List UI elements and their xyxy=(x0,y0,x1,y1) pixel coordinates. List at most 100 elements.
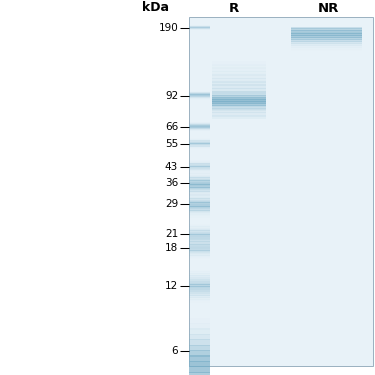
Bar xyxy=(189,258,373,261)
Bar xyxy=(189,101,373,104)
Bar xyxy=(189,241,373,244)
Bar xyxy=(291,40,362,41)
Bar xyxy=(189,193,210,195)
Bar xyxy=(212,85,266,87)
Bar xyxy=(189,277,210,279)
Bar xyxy=(212,94,266,95)
Bar xyxy=(212,81,266,83)
Bar xyxy=(212,63,266,64)
Bar xyxy=(189,122,210,123)
Bar xyxy=(189,175,210,176)
Bar xyxy=(189,139,373,142)
Bar xyxy=(189,318,210,324)
Bar xyxy=(212,96,266,97)
Bar xyxy=(291,41,362,42)
Bar xyxy=(291,48,362,49)
Bar xyxy=(212,93,266,94)
Bar xyxy=(189,239,210,241)
Bar xyxy=(189,129,210,130)
Bar xyxy=(291,39,362,40)
Bar xyxy=(189,173,210,175)
Bar xyxy=(189,174,373,177)
Bar xyxy=(291,27,362,28)
Bar xyxy=(189,159,210,160)
Bar xyxy=(189,363,373,366)
Bar xyxy=(212,91,266,93)
Bar xyxy=(212,100,266,101)
Bar xyxy=(189,238,210,240)
Bar xyxy=(189,107,373,110)
Bar xyxy=(189,93,210,94)
Bar xyxy=(189,210,210,212)
Bar xyxy=(189,195,210,197)
Bar xyxy=(189,316,373,319)
Bar xyxy=(189,145,210,146)
Bar xyxy=(189,90,373,93)
Bar xyxy=(189,267,373,270)
Bar xyxy=(212,75,266,77)
Bar xyxy=(189,84,373,87)
Bar xyxy=(212,64,266,66)
Bar xyxy=(212,102,266,104)
Bar xyxy=(189,290,373,293)
Bar xyxy=(189,138,210,139)
Bar xyxy=(291,33,362,34)
Bar xyxy=(189,75,373,78)
Bar xyxy=(189,290,210,292)
Text: 92: 92 xyxy=(165,91,178,101)
Bar xyxy=(189,182,210,183)
Bar xyxy=(189,66,373,69)
Bar xyxy=(189,58,373,60)
Bar xyxy=(189,97,210,98)
Bar xyxy=(189,273,373,276)
Bar xyxy=(189,140,210,141)
Text: 12: 12 xyxy=(165,281,178,291)
Bar xyxy=(291,41,362,42)
Bar xyxy=(189,251,210,252)
Bar xyxy=(212,104,266,105)
Bar xyxy=(189,208,210,209)
Bar xyxy=(189,331,373,334)
Bar xyxy=(189,162,210,163)
Bar xyxy=(189,211,373,214)
Bar xyxy=(189,148,210,149)
Bar xyxy=(189,126,210,127)
Bar xyxy=(189,238,373,241)
Bar xyxy=(189,128,373,130)
Bar xyxy=(291,46,362,47)
Bar xyxy=(189,292,210,294)
Bar xyxy=(189,180,373,183)
Bar xyxy=(189,187,210,189)
Bar xyxy=(212,105,266,107)
Bar xyxy=(189,220,373,223)
Bar xyxy=(189,139,210,140)
Bar xyxy=(189,247,210,248)
Bar xyxy=(189,176,210,178)
Bar xyxy=(189,92,210,93)
Bar xyxy=(189,350,210,357)
Text: 29: 29 xyxy=(165,199,178,208)
Bar xyxy=(212,98,266,100)
Bar xyxy=(189,142,373,145)
Bar xyxy=(189,256,210,258)
Text: NR: NR xyxy=(317,2,339,15)
Bar xyxy=(189,200,373,203)
Bar xyxy=(189,97,210,98)
Bar xyxy=(189,95,210,96)
Bar xyxy=(189,99,210,100)
Bar xyxy=(189,209,373,212)
Bar xyxy=(291,39,362,40)
Bar xyxy=(189,52,373,55)
Bar xyxy=(291,33,362,34)
Bar xyxy=(189,164,210,165)
Bar xyxy=(189,357,373,360)
Bar xyxy=(189,243,210,244)
Bar xyxy=(189,172,210,174)
Text: R: R xyxy=(229,2,240,15)
Bar xyxy=(212,106,266,109)
Bar xyxy=(291,47,362,48)
Bar xyxy=(189,26,373,28)
Bar xyxy=(189,237,210,239)
Bar xyxy=(189,334,373,337)
Bar xyxy=(189,168,373,171)
